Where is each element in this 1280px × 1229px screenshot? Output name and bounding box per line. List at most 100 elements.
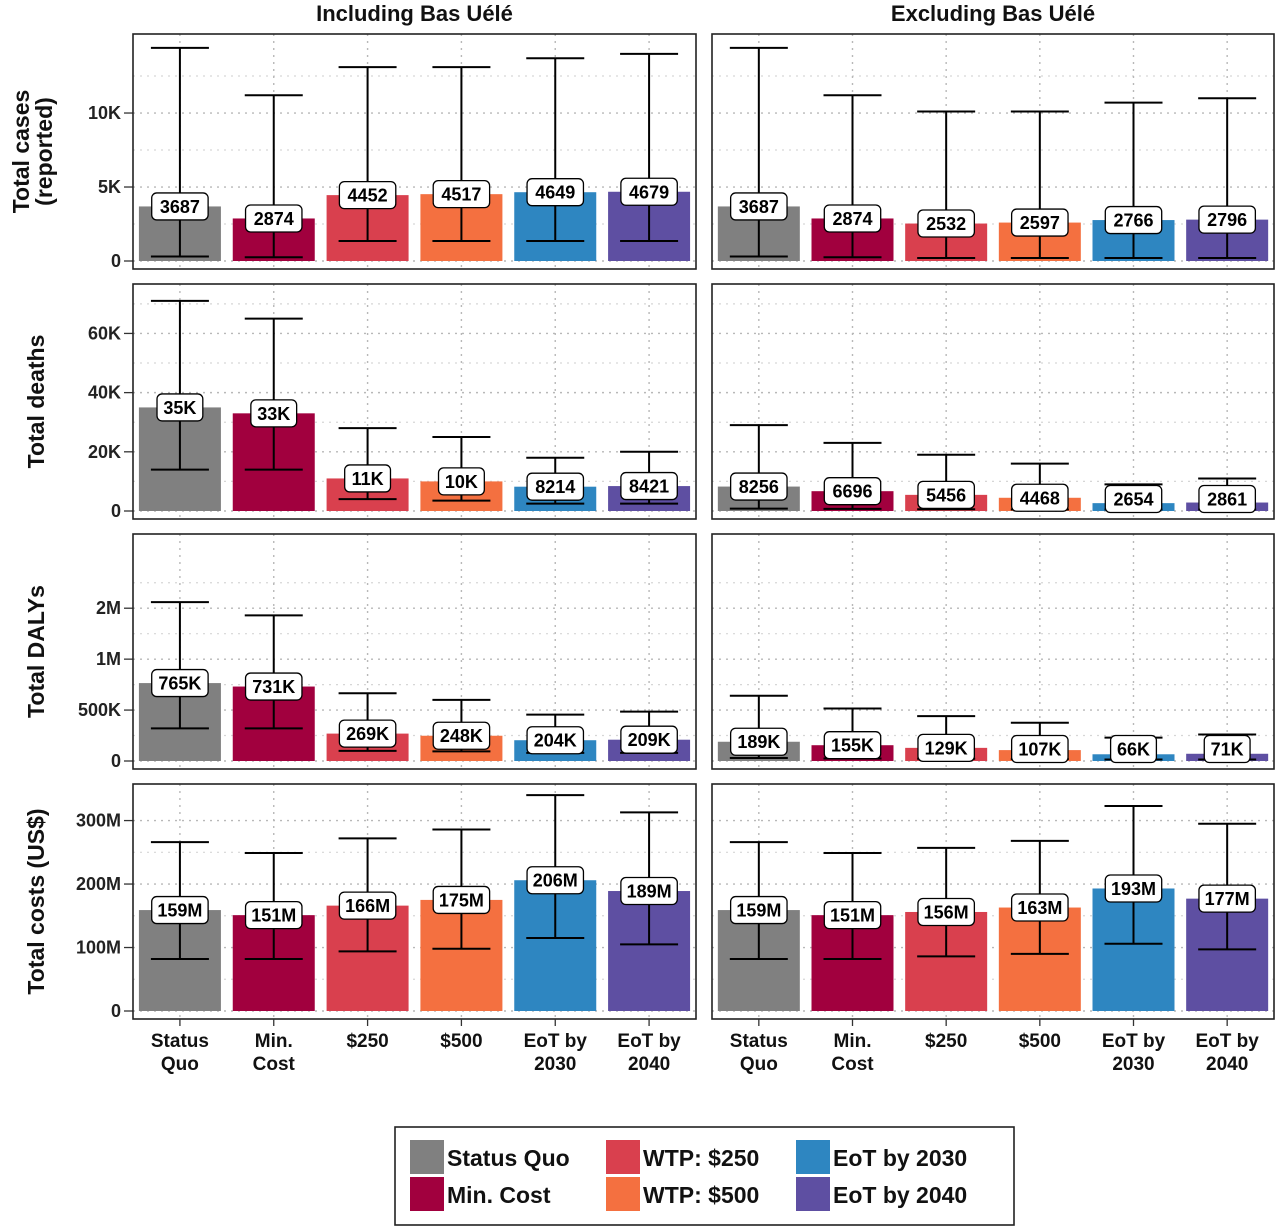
legend: Status Quo Min. Cost WTP: $250 WTP: $500 EoT… — [394, 1126, 1015, 1226]
data-label: 2874 — [832, 209, 872, 229]
panel-r3-c0: 159M 151M 166M 175M 206M 189M — [132, 783, 697, 1020]
data-label-box — [729, 727, 788, 756]
data-label-box — [526, 472, 585, 501]
y-tick-label: 200M — [76, 874, 121, 894]
legend-label: EoT by 2030 — [833, 1145, 967, 1171]
x-tick-label: Cost — [253, 1054, 296, 1075]
legend-border — [394, 1126, 1015, 1226]
data-label: 129K — [925, 738, 968, 758]
data-label-box — [344, 464, 392, 493]
legend-swatch — [606, 1177, 640, 1211]
panel-border — [711, 33, 1275, 270]
data-label-box — [729, 192, 788, 221]
data-label-box — [151, 192, 209, 221]
x-tick-label: EoT by — [524, 1031, 588, 1052]
data-label: 2796 — [1207, 210, 1247, 230]
data-label: 2874 — [254, 209, 294, 229]
data-label-box — [823, 477, 882, 506]
data-label: 248K — [440, 726, 483, 746]
data-label-box — [338, 891, 397, 920]
row-title-3: Total costs (US$) — [23, 808, 49, 994]
data-label: 33K — [257, 404, 290, 424]
y-tick-label: 0 — [111, 751, 121, 771]
data-label-box — [1104, 484, 1163, 514]
data-label: 159M — [157, 901, 202, 921]
panel-r2-c0: 765K 731K 269K 248K 204K 209K — [132, 533, 697, 770]
panel-border — [711, 783, 1275, 1020]
data-label-box — [250, 399, 298, 428]
data-label-box — [1010, 483, 1069, 512]
x-tick-label: 2040 — [1206, 1054, 1248, 1075]
x-tick-label: Min. — [834, 1031, 872, 1052]
panel-border — [132, 33, 697, 270]
x-tick-label: 2040 — [628, 1054, 670, 1075]
row-title-0: Total cases(reported) — [8, 90, 57, 214]
data-label: 5456 — [926, 485, 966, 505]
data-label: 177M — [1205, 889, 1250, 909]
x-tick-label: 2030 — [1112, 1054, 1154, 1075]
data-label: 66K — [1117, 740, 1150, 760]
data-label-box — [432, 721, 491, 750]
data-label-box — [151, 895, 209, 925]
data-label-box — [1198, 205, 1257, 234]
row-title-1: Total deaths — [23, 335, 49, 469]
y-tick-label: 10K — [88, 103, 121, 123]
y-tick-label: 300M — [76, 811, 121, 831]
panel-r1-c0: 35K 33K 11K 10K 8214 8421 — [132, 283, 697, 520]
data-label-box — [729, 895, 788, 925]
legend-swatch — [606, 1140, 640, 1174]
data-label: 2861 — [1207, 490, 1247, 510]
panel-r2-c1: 189K 155K 129K 107K 66K 71K — [711, 533, 1275, 770]
data-label: 3687 — [739, 197, 779, 217]
panel-r0-c0: 3687 2874 4452 4517 4649 4679 — [132, 33, 697, 270]
data-label: 159M — [736, 901, 781, 921]
data-label-box — [1010, 208, 1069, 237]
x-tick-label: $250 — [346, 1031, 388, 1052]
y-tick-label: 20K — [88, 442, 121, 462]
x-tick-label: 2030 — [534, 1054, 576, 1075]
data-label-box — [526, 726, 585, 755]
data-label: 269K — [346, 724, 389, 744]
data-label: 8256 — [739, 477, 779, 497]
data-label-box — [151, 668, 209, 698]
x-tick-label: EoT by — [1195, 1031, 1259, 1052]
y-tick-label: 2M — [96, 598, 121, 618]
data-label-box — [729, 472, 788, 501]
data-label: 163M — [1017, 898, 1062, 918]
data-label: 204K — [534, 731, 577, 751]
data-label-box — [917, 897, 976, 927]
legend-swatch — [410, 1177, 444, 1211]
row-title-line: (reported) — [31, 97, 57, 206]
x-tick-label: Min. — [255, 1031, 293, 1052]
data-label-box — [917, 733, 976, 763]
data-label: 71K — [1211, 740, 1244, 760]
data-label-box — [432, 885, 491, 915]
legend-label: EoT by 2040 — [833, 1182, 967, 1208]
data-label-box — [620, 177, 678, 206]
data-label: 4468 — [1020, 488, 1060, 508]
data-label-box — [917, 209, 976, 238]
panel-r1-c1: 8256 6696 5456 4468 2654 2861 — [711, 283, 1275, 520]
legend-swatch — [796, 1140, 830, 1174]
data-label-box — [437, 467, 485, 496]
data-label-box — [823, 204, 882, 233]
y-tick-label: 100M — [76, 938, 121, 958]
legend-swatch — [410, 1140, 444, 1174]
data-label: 151M — [830, 906, 875, 926]
data-label: 156M — [924, 902, 969, 922]
data-label: 11K — [352, 469, 384, 489]
data-label: 155K — [831, 736, 874, 756]
data-label-box — [1203, 734, 1251, 764]
data-label: 731K — [252, 677, 295, 697]
panel-border — [711, 283, 1275, 520]
y-tick-label: 40K — [88, 383, 121, 403]
legend-label: Status Quo — [447, 1145, 570, 1171]
data-label: 175M — [439, 890, 484, 910]
legend-label: WTP: $250 — [643, 1145, 759, 1171]
data-label-box — [526, 866, 585, 895]
y-tick-label: 1M — [96, 649, 121, 669]
data-label: 4452 — [348, 186, 388, 206]
row-title-2: Total DALYs — [23, 585, 49, 718]
data-label-box — [1010, 893, 1069, 922]
data-label-box — [823, 731, 882, 760]
